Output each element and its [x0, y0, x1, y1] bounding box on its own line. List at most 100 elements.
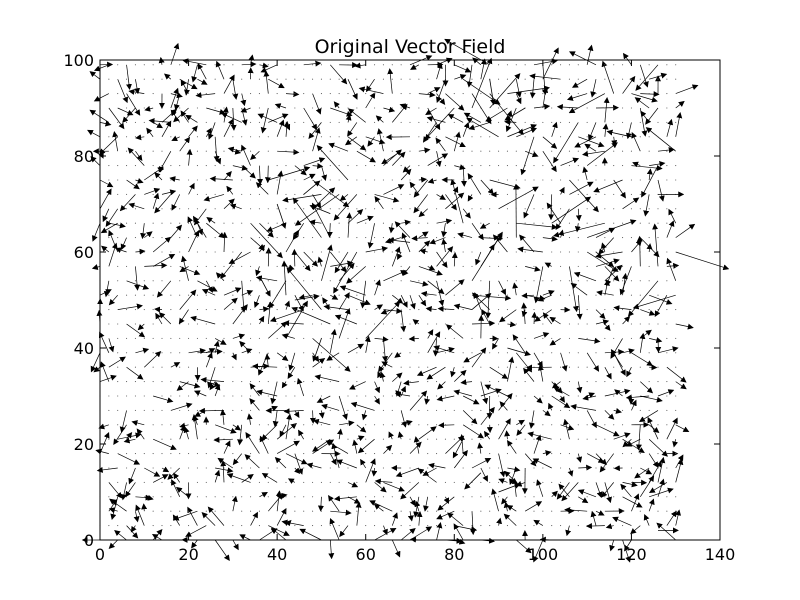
vector-arrow [112, 130, 119, 152]
vector-dot [117, 525, 119, 527]
vector-dot [179, 510, 181, 512]
vector-arrow [529, 79, 536, 99]
vector-dot [648, 265, 650, 267]
vector-arrow [648, 460, 662, 483]
vector-dot [577, 424, 579, 426]
vector-arrow [312, 438, 331, 452]
vector-dot [294, 525, 296, 527]
vector-dot [143, 121, 145, 123]
vector-dot [568, 510, 570, 512]
vector-dot [117, 121, 119, 123]
vector-arrow [220, 409, 226, 425]
vector-dot [152, 467, 154, 469]
vector-arrow [298, 429, 305, 440]
vector-dot [675, 208, 677, 210]
vector-dot [188, 179, 190, 181]
vector-arrow [188, 230, 200, 253]
vector-arrow [519, 234, 535, 253]
vector-dot [568, 237, 570, 239]
vector-dot [374, 107, 376, 109]
vector-dot [134, 165, 136, 167]
vector-dot [365, 179, 367, 181]
vector-dot [498, 165, 500, 167]
vector-dot [196, 107, 198, 109]
vector-arrow [239, 340, 251, 354]
vector-arrow [459, 434, 466, 454]
vector-dot [613, 208, 615, 210]
vector-dot [303, 467, 305, 469]
vector-dot [320, 381, 322, 383]
vector-arrow [666, 417, 678, 440]
vector-arrow [454, 74, 467, 80]
vector-dot [196, 453, 198, 455]
vector-dot [568, 165, 570, 167]
vector-dot [666, 93, 668, 95]
vector-arrow [560, 424, 575, 431]
vector-arrow [560, 157, 580, 166]
vector-dot [285, 179, 287, 181]
vector-dot [568, 64, 570, 66]
vector-dot [630, 280, 632, 282]
vector-dot [134, 237, 136, 239]
vector-arrow [188, 348, 207, 354]
vector-arrow [156, 280, 172, 298]
vector-dot [648, 280, 650, 282]
vector-arrow [98, 331, 110, 353]
vector-arrow [312, 338, 351, 372]
vector-arrow [646, 243, 653, 253]
vector-dot [347, 323, 349, 325]
vector-dot [374, 323, 376, 325]
vector-dot [347, 280, 349, 282]
vector-arrow [483, 430, 491, 440]
vector-dot [143, 352, 145, 354]
vector-arrow [578, 337, 601, 344]
vector-arrow [268, 78, 285, 89]
vector-dot [533, 467, 535, 469]
vector-arrow [268, 113, 289, 123]
vector-arrow [548, 402, 554, 411]
vector-arrow [675, 424, 690, 432]
vector-dot [568, 280, 570, 282]
vector-dot [117, 64, 119, 66]
vector-dot [524, 222, 526, 224]
vector-dot [391, 453, 393, 455]
vector-dot [276, 309, 278, 311]
vector-dot [108, 78, 110, 80]
vector-arrow [229, 203, 242, 210]
vector-dot [329, 165, 331, 167]
vector-dot [586, 309, 588, 311]
vector-dot [586, 107, 588, 109]
y-tick-label: 80 [74, 147, 94, 166]
vector-arrow [258, 315, 265, 325]
vector-arrow [299, 528, 322, 541]
vector-dot [453, 93, 455, 95]
vector-dot [117, 323, 119, 325]
vector-arrow [91, 223, 101, 242]
vector-arrow [622, 481, 638, 488]
vector-arrow [173, 93, 181, 111]
vector-dot [382, 496, 384, 498]
vector-arrow [161, 189, 177, 196]
vector-dot [400, 323, 402, 325]
vector-dot [170, 136, 172, 138]
vector-arrow [595, 510, 605, 516]
vector-dot [303, 453, 305, 455]
vector-arrow [356, 215, 374, 224]
vector-arrow [380, 308, 393, 315]
vector-dot [498, 294, 500, 296]
vector-arrow [507, 321, 517, 328]
vector-arrow [631, 239, 642, 253]
vector-dot [471, 208, 473, 210]
vector-dot [338, 121, 340, 123]
vector-arrow [108, 356, 126, 368]
vector-dot [436, 208, 438, 210]
vector-dot [232, 525, 234, 527]
vector-arrow [228, 251, 251, 264]
vector-dot [630, 381, 632, 383]
vector-dot [462, 64, 464, 66]
vector-dot [356, 78, 358, 80]
vector-dot [250, 93, 252, 95]
vector-arrow [323, 304, 349, 311]
vector-dot [622, 453, 624, 455]
vector-dot [232, 237, 234, 239]
